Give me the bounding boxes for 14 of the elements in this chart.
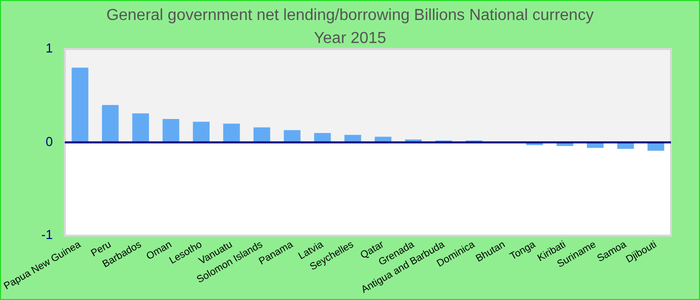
bar xyxy=(254,127,270,142)
y-tick-label: -1 xyxy=(41,227,53,242)
bar xyxy=(284,130,300,142)
y-tick-label: 1 xyxy=(46,40,53,56)
bar xyxy=(132,113,149,142)
bar xyxy=(192,122,210,142)
bar xyxy=(223,124,240,142)
bar xyxy=(162,118,180,142)
chart-subtitle: Year 2015 xyxy=(314,30,386,47)
bar xyxy=(72,68,88,142)
bar xyxy=(102,104,119,142)
x-tick-label: Tonga xyxy=(508,239,538,262)
chart-title: General government net lending/borrowing Billions National currency xyxy=(105,6,595,26)
y-tick-label: 0 xyxy=(46,134,53,149)
